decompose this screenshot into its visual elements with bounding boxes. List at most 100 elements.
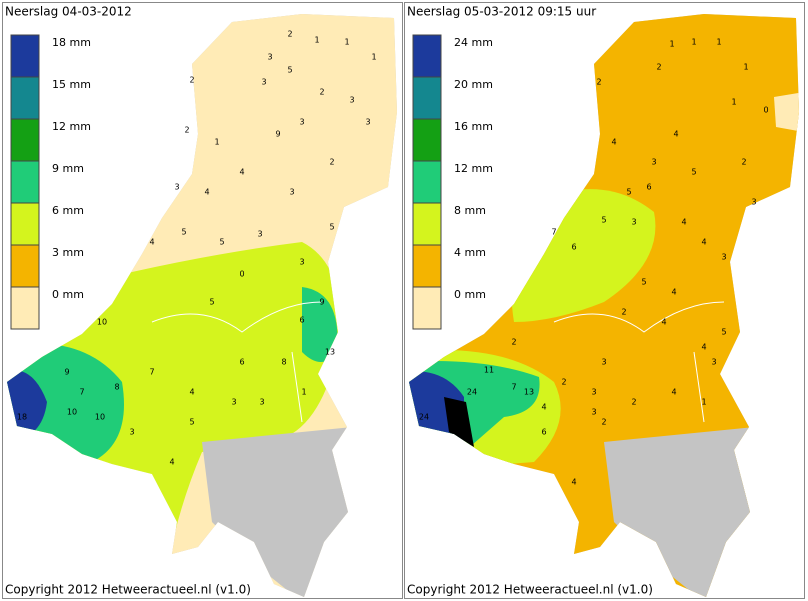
- legend-swatch: [412, 34, 442, 78]
- legend-swatch: [10, 118, 40, 162]
- station-value: 3: [267, 53, 272, 62]
- station-value: 7: [79, 388, 84, 397]
- station-value: 1: [344, 38, 349, 47]
- station-value: 2: [184, 126, 189, 135]
- station-value: 4: [701, 343, 706, 352]
- legend-swatch: [10, 202, 40, 246]
- station-value: 4: [671, 388, 676, 397]
- station-value: 1: [731, 98, 736, 107]
- station-value: 4: [681, 218, 686, 227]
- legend-swatch: [412, 244, 442, 288]
- station-value: 1: [371, 53, 376, 62]
- legend-label: 0 mm: [454, 288, 486, 301]
- station-value: 4: [541, 403, 546, 412]
- legend-swatch: [10, 286, 40, 330]
- station-value: 1: [301, 388, 306, 397]
- station-value: 1: [691, 38, 696, 47]
- station-value: 7: [511, 383, 516, 392]
- station-value: 3: [349, 96, 354, 105]
- station-value: 24: [419, 413, 429, 422]
- station-value: 18: [17, 413, 27, 422]
- station-value: 3: [721, 253, 726, 262]
- legend-label: 0 mm: [52, 288, 84, 301]
- legend-label: 8 mm: [454, 204, 486, 217]
- station-value: 2: [287, 30, 292, 39]
- station-value: 4: [671, 288, 676, 297]
- station-value: 5: [641, 278, 646, 287]
- station-value: 2: [189, 76, 194, 85]
- map-panel: Neerslag 04-03-2012 18 mm 15 mm 12 mm 9 mm 6 …: [2, 2, 403, 599]
- station-value: 8: [114, 383, 119, 392]
- station-value: 4: [673, 130, 678, 139]
- station-value: 1: [716, 38, 721, 47]
- station-value: 3: [591, 408, 596, 417]
- legend-label: 20 mm: [454, 78, 493, 91]
- legend-swatch: [412, 286, 442, 330]
- border: [151, 301, 323, 423]
- station-value: 7: [149, 368, 154, 377]
- station-value: 1: [314, 36, 319, 45]
- station-value: 5: [181, 228, 186, 237]
- legend-label: 12 mm: [52, 120, 91, 133]
- station-value: 2: [596, 78, 601, 87]
- station-value: 5: [209, 298, 214, 307]
- station-value: 3: [365, 118, 370, 127]
- station-value: 5: [219, 238, 224, 247]
- station-value: 3: [231, 398, 236, 407]
- station-value: 4: [149, 238, 154, 247]
- legend-label: 6 mm: [52, 204, 84, 217]
- legend-swatch: [412, 118, 442, 162]
- legend-label: 12 mm: [454, 162, 493, 175]
- station-value: 9: [64, 368, 69, 377]
- copyright: Copyright 2012 Hetweeractueel.nl (v1.0): [5, 583, 251, 597]
- station-value: 3: [261, 78, 266, 87]
- station-value: 13: [524, 388, 534, 397]
- legend-label: 9 mm: [52, 162, 84, 175]
- border: [553, 301, 725, 423]
- station-value: 3: [257, 230, 262, 239]
- station-value: 5: [721, 328, 726, 337]
- station-value: 2: [656, 63, 661, 72]
- legend-label: 3 mm: [52, 246, 84, 259]
- station-value: 4: [611, 138, 616, 147]
- panel-title: Neerslag 04-03-2012: [5, 5, 132, 19]
- station-value: 3: [751, 198, 756, 207]
- station-value: 10: [97, 318, 107, 327]
- station-value: 3: [601, 358, 606, 367]
- legend-swatch: [10, 34, 40, 78]
- station-value: 9: [275, 130, 280, 139]
- station-value: 2: [741, 158, 746, 167]
- station-value: 2: [561, 378, 566, 387]
- precip-area: [774, 92, 799, 132]
- station-value: 3: [299, 258, 304, 267]
- station-value: 9: [319, 298, 324, 307]
- station-value: 4: [169, 458, 174, 467]
- station-value: 24: [467, 388, 477, 397]
- station-value: 6: [646, 183, 651, 192]
- station-value: 2: [631, 398, 636, 407]
- station-value: 4: [701, 238, 706, 247]
- station-value: 13: [325, 348, 335, 357]
- station-value: 6: [541, 428, 546, 437]
- station-value: 1: [669, 40, 674, 49]
- station-value: 2: [319, 88, 324, 97]
- legend-swatch: [10, 160, 40, 204]
- legend-swatch: [10, 76, 40, 120]
- station-value: 4: [189, 388, 194, 397]
- station-value: 6: [239, 358, 244, 367]
- station-value: 5: [626, 188, 631, 197]
- station-value: 4: [661, 318, 666, 327]
- legend-label: 24 mm: [454, 36, 493, 49]
- legend-swatch: [412, 160, 442, 204]
- station-value: 11: [484, 366, 494, 375]
- station-value: 6: [571, 243, 576, 252]
- legend-swatch: [412, 202, 442, 246]
- station-value: 3: [129, 428, 134, 437]
- station-value: 4: [571, 478, 576, 487]
- station-value: 1: [214, 138, 219, 147]
- station-value: 2: [329, 158, 334, 167]
- station-value: 3: [289, 188, 294, 197]
- legend-label: 15 mm: [52, 78, 91, 91]
